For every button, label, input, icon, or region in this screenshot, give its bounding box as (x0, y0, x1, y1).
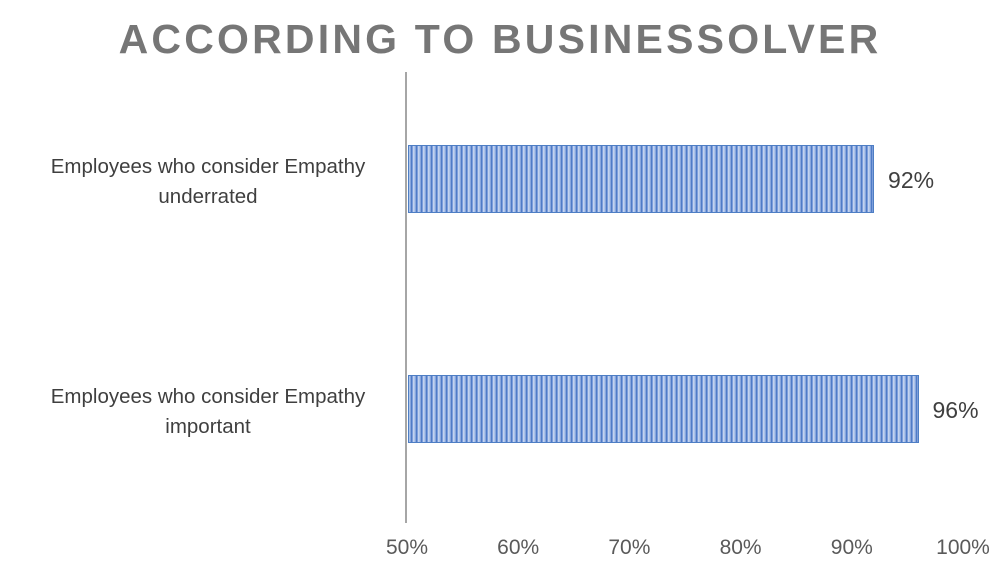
chart-title: ACCORDING TO BUSINESSOLVER (118, 16, 882, 62)
x-axis-tick-label: 70% (608, 536, 651, 559)
x-axis-tick-label: 50% (385, 536, 429, 559)
category-label-line: important (165, 415, 251, 438)
x-axis-tick-label: 80% (719, 536, 762, 559)
category-label: Employees who consider Empathy important (20, 382, 396, 442)
bar-series-point[interactable] (408, 145, 875, 213)
x-axis-tick-label: 90% (830, 536, 873, 559)
category-label: Employees who consider Empathy underrate… (20, 152, 396, 212)
bar-value-label: 96% (932, 397, 979, 423)
x-axis-tick-label: 60% (497, 536, 540, 559)
x-axis-tick-label: 100% (936, 536, 990, 559)
category-label-line: underrated (158, 185, 258, 208)
value-axis-line (405, 72, 407, 523)
category-label-line: Employees who consider Empathy (50, 155, 366, 178)
bar-value-label: 92% (888, 167, 935, 193)
category-label-line: Employees who consider Empathy (50, 385, 366, 408)
bar-series-point[interactable] (408, 375, 919, 443)
